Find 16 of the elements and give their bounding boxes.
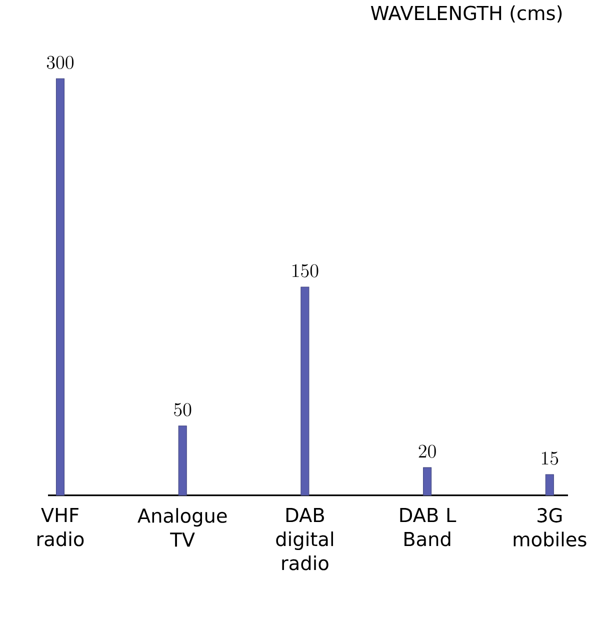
bar [545,474,554,496]
bar [423,467,432,496]
chart-title: WAVELENGTH (cms) [370,5,562,22]
data-label: 150 [292,264,318,278]
x-tick-label: DAB digital radio [276,508,333,570]
x-tick-label: 3G mobiles [514,508,586,547]
data-label: 50 [174,403,192,416]
data-label: 300 [46,56,74,70]
data-label: 15 [542,452,558,465]
bar [300,286,310,496]
bar [178,426,187,496]
x-tick-label: Analogue TV [138,508,227,547]
bar [56,78,65,496]
data-label: 20 [418,444,436,458]
x-tick-label: DAB L Band [400,508,456,546]
x-tick-label: VHF radio [38,508,84,546]
